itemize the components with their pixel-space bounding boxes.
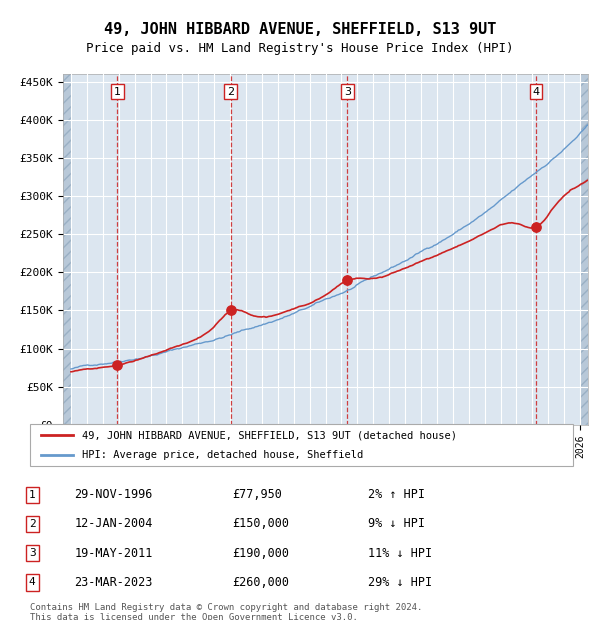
- FancyBboxPatch shape: [30, 424, 573, 466]
- Point: [226, 306, 235, 316]
- Text: 1: 1: [114, 87, 121, 97]
- Point: [531, 222, 541, 232]
- Bar: [63, 74, 71, 425]
- Text: 11% ↓ HPI: 11% ↓ HPI: [368, 547, 432, 560]
- Text: 2% ↑ HPI: 2% ↑ HPI: [368, 489, 425, 501]
- Text: 2: 2: [29, 519, 35, 529]
- Bar: [580, 74, 588, 425]
- Text: HPI: Average price, detached house, Sheffield: HPI: Average price, detached house, Shef…: [82, 450, 363, 460]
- Text: £150,000: £150,000: [232, 518, 289, 531]
- Text: 4: 4: [29, 577, 35, 588]
- Text: Price paid vs. HM Land Registry's House Price Index (HPI): Price paid vs. HM Land Registry's House …: [86, 42, 514, 55]
- Text: 12-JAN-2004: 12-JAN-2004: [74, 518, 153, 531]
- Text: 29% ↓ HPI: 29% ↓ HPI: [368, 576, 432, 589]
- Bar: [63, 74, 71, 425]
- Text: 9% ↓ HPI: 9% ↓ HPI: [368, 518, 425, 531]
- Text: 29-NOV-1996: 29-NOV-1996: [74, 489, 153, 501]
- Text: 2: 2: [227, 87, 234, 97]
- Text: 3: 3: [29, 548, 35, 558]
- Point: [112, 360, 122, 370]
- Text: 49, JOHN HIBBARD AVENUE, SHEFFIELD, S13 9UT (detached house): 49, JOHN HIBBARD AVENUE, SHEFFIELD, S13 …: [82, 430, 457, 440]
- Point: [343, 275, 352, 285]
- Text: 4: 4: [532, 87, 539, 97]
- Text: £190,000: £190,000: [232, 547, 289, 560]
- Text: £77,950: £77,950: [232, 489, 282, 501]
- Text: Contains HM Land Registry data © Crown copyright and database right 2024.
This d: Contains HM Land Registry data © Crown c…: [30, 603, 422, 620]
- Text: 49, JOHN HIBBARD AVENUE, SHEFFIELD, S13 9UT: 49, JOHN HIBBARD AVENUE, SHEFFIELD, S13 …: [104, 22, 496, 37]
- Text: £260,000: £260,000: [232, 576, 289, 589]
- Bar: [580, 74, 588, 425]
- Text: 3: 3: [344, 87, 351, 97]
- Text: 19-MAY-2011: 19-MAY-2011: [74, 547, 153, 560]
- Text: 23-MAR-2023: 23-MAR-2023: [74, 576, 153, 589]
- Text: 1: 1: [29, 490, 35, 500]
